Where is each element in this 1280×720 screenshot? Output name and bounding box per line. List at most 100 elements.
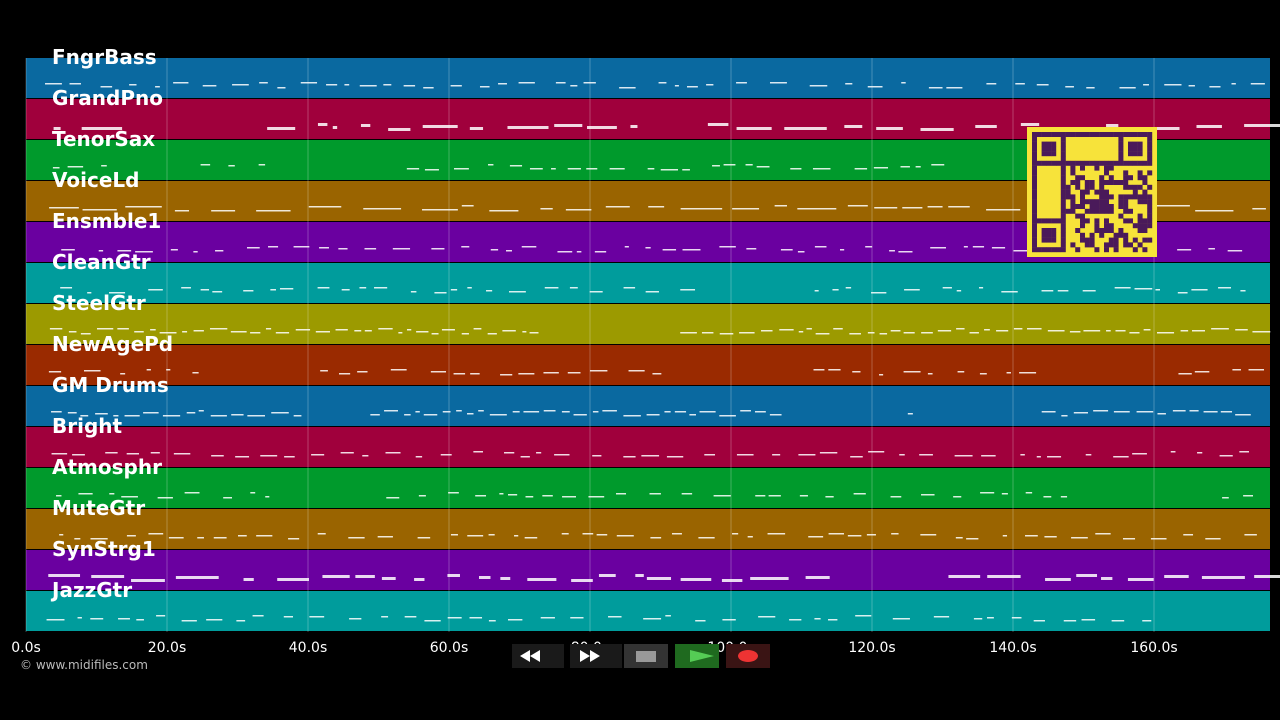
note: [1086, 87, 1095, 89]
note: [674, 85, 679, 87]
qr-module: [1137, 213, 1143, 219]
qr-module: [1137, 132, 1143, 137]
note: [417, 537, 431, 539]
note: [265, 496, 270, 498]
note: [586, 168, 598, 170]
note: [81, 127, 123, 130]
qr-module: [1108, 180, 1114, 185]
qr-module: [1099, 175, 1105, 181]
qr-module: [1036, 132, 1042, 137]
note: [1045, 578, 1071, 581]
qr-module: [1032, 213, 1037, 219]
qr-module: [1089, 237, 1095, 243]
note: [554, 124, 583, 127]
qr-module: [1089, 232, 1095, 238]
note: [175, 576, 219, 579]
qr-module: [1104, 247, 1109, 253]
note: [570, 617, 584, 619]
note: [666, 456, 684, 458]
note: [554, 454, 570, 456]
note: [652, 373, 662, 375]
note: [182, 331, 188, 333]
note: [1197, 452, 1203, 454]
track-name: TenorSax: [52, 127, 155, 151]
note: [74, 538, 81, 540]
qr-module: [1046, 146, 1052, 152]
note: [319, 247, 329, 249]
note: [1178, 373, 1192, 375]
note: [946, 87, 963, 89]
note: [478, 410, 484, 412]
note: [259, 82, 268, 84]
note: [619, 87, 636, 89]
qr-module: [1060, 232, 1066, 238]
note: [320, 370, 328, 372]
note: [868, 451, 885, 453]
note: [150, 452, 160, 454]
note: [374, 287, 388, 289]
note: [398, 332, 403, 334]
track-name: FngrBass: [52, 45, 157, 69]
note: [544, 287, 559, 289]
qr-module: [1070, 170, 1076, 176]
note: [779, 329, 794, 331]
qr-module: [1128, 151, 1133, 157]
note: [721, 579, 743, 582]
note: [1195, 210, 1234, 212]
note: [500, 374, 513, 376]
qr-module: [1108, 223, 1114, 229]
qr-module: [1084, 218, 1090, 224]
qr-module: [1123, 208, 1129, 214]
note: [1232, 369, 1241, 371]
qr-module: [1051, 132, 1057, 137]
qr-module: [1032, 184, 1037, 190]
note: [1061, 415, 1068, 417]
note: [126, 453, 139, 455]
track-row: [26, 58, 1270, 98]
qr-module: [1051, 218, 1057, 224]
track-row: [26, 304, 1270, 344]
note: [479, 576, 491, 579]
note: [1244, 534, 1257, 536]
qr-module: [1032, 232, 1037, 238]
note: [1025, 492, 1033, 494]
note: [148, 289, 163, 291]
note: [1015, 83, 1025, 85]
qr-module: [1060, 136, 1066, 142]
note: [876, 127, 903, 130]
note: [680, 208, 723, 210]
qr-module: [1142, 247, 1148, 253]
note: [1043, 496, 1052, 498]
qr-module: [1060, 184, 1066, 190]
note: [232, 84, 249, 86]
qr-module: [1089, 184, 1095, 190]
note: [927, 206, 943, 208]
note: [270, 289, 276, 291]
note: [434, 292, 447, 294]
qr-module: [1036, 160, 1042, 166]
note: [891, 533, 899, 535]
qr-module: [1032, 199, 1037, 205]
note: [243, 290, 254, 292]
note: [159, 332, 177, 334]
note: [966, 538, 979, 540]
qr-module: [1084, 132, 1090, 137]
qr-module: [1099, 228, 1105, 233]
note: [157, 497, 173, 499]
qr-module: [1084, 237, 1090, 243]
note: [105, 452, 118, 454]
qr-module: [1080, 194, 1085, 200]
note: [723, 164, 736, 166]
note: [326, 84, 338, 86]
qr-module: [1070, 132, 1076, 137]
note: [569, 287, 578, 289]
note: [60, 287, 73, 289]
qr-module: [1060, 146, 1066, 152]
note: [49, 207, 79, 209]
note: [758, 616, 776, 618]
note: [808, 536, 824, 538]
note: [937, 330, 952, 332]
qr-module: [1032, 151, 1037, 157]
note: [98, 250, 104, 252]
note: [136, 619, 144, 621]
